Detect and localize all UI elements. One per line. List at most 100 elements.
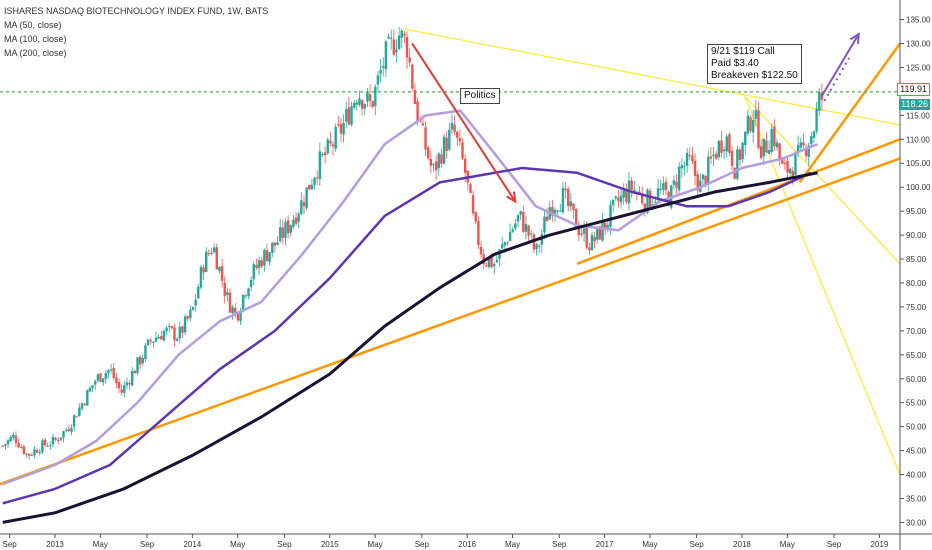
x-tick-label: Sep — [552, 540, 567, 549]
candle-body — [453, 124, 456, 133]
candle-body — [551, 206, 554, 216]
candle-body — [440, 154, 443, 164]
legend-ma200: MA (200, close) — [4, 48, 67, 58]
y-tick-label: 35.00 — [906, 494, 927, 503]
y-tick-label: 80.00 — [906, 279, 927, 288]
candle-body — [648, 190, 652, 208]
candle-body — [131, 371, 134, 386]
candle-body — [94, 381, 97, 385]
candle-body — [458, 138, 462, 142]
arrows — [411, 31, 860, 204]
candle-body — [519, 211, 522, 215]
candle-body — [411, 64, 414, 89]
x-tick-label: 2015 — [321, 540, 339, 549]
candle-body — [479, 246, 483, 255]
y-tick-label: 90.00 — [906, 231, 927, 240]
candle-body — [744, 131, 747, 146]
candle-body — [33, 449, 36, 456]
candle-body — [609, 204, 612, 227]
candle-body — [17, 443, 20, 448]
candle-body — [522, 212, 525, 232]
candle-body — [397, 35, 401, 50]
candle-body — [781, 159, 784, 164]
candle-body — [493, 264, 496, 267]
candle-body — [590, 234, 594, 251]
candle-body — [524, 223, 528, 232]
candle-body — [688, 155, 691, 157]
candle-body — [604, 222, 607, 229]
price-tag-last: 118.26 — [899, 98, 930, 110]
candle-body — [773, 126, 776, 147]
candle-body — [123, 385, 126, 393]
candle-body — [675, 181, 678, 188]
candle-body — [91, 385, 94, 389]
x-tick-label: 2016 — [458, 540, 476, 549]
candle-body — [284, 221, 287, 239]
candle-body — [778, 143, 781, 160]
x-tick-label: Sep — [415, 540, 430, 549]
candle-body — [326, 139, 329, 154]
candle-body — [57, 439, 60, 441]
candle-body — [802, 142, 805, 146]
candle-body — [593, 236, 596, 242]
candle-body — [239, 311, 242, 322]
candle-body — [1, 445, 4, 447]
candle-body — [141, 358, 144, 364]
candle-body — [487, 258, 491, 268]
candle-body — [218, 267, 221, 272]
candle-body — [337, 124, 340, 126]
candle-body — [345, 109, 348, 122]
candle-body — [664, 181, 668, 191]
candle-body — [387, 36, 390, 39]
candle-body — [704, 175, 707, 185]
candle-body — [20, 447, 23, 449]
candle-body — [12, 434, 15, 438]
candle-body — [696, 174, 699, 191]
candle-body — [463, 158, 467, 173]
candle-body — [41, 440, 44, 453]
candle-body — [506, 242, 509, 244]
candle-body — [226, 292, 229, 295]
candle-body — [815, 108, 818, 132]
candle-body — [88, 387, 92, 392]
call-line-2: Paid $3.40 — [711, 58, 759, 69]
candle-body — [812, 131, 816, 138]
candle-body — [543, 216, 546, 233]
candle-body — [429, 158, 433, 166]
candle-body — [292, 219, 295, 227]
x-tick-label: 2019 — [870, 540, 888, 549]
projection-arrow-head — [849, 31, 860, 44]
candle-body — [384, 41, 388, 70]
candle-body — [810, 136, 813, 145]
y-tick-label: 30.00 — [906, 518, 927, 527]
candle-body — [300, 200, 303, 215]
candle-body — [376, 75, 380, 85]
candle-body — [78, 407, 81, 416]
x-tick-label: May — [230, 540, 245, 549]
candle-body — [54, 437, 57, 440]
y-tick-label: 40.00 — [906, 471, 927, 480]
candle-body — [205, 251, 208, 272]
candle-body — [43, 439, 47, 446]
ma200-line — [2, 171, 818, 524]
x-tick-label: May — [780, 540, 795, 549]
candle-body — [788, 168, 792, 174]
candle-body — [754, 110, 758, 119]
candle-body — [611, 199, 615, 205]
ma50-line — [2, 109, 819, 486]
candle-body — [86, 390, 89, 406]
candle-body — [101, 378, 105, 383]
candle-body — [242, 295, 245, 310]
candle-body — [500, 244, 504, 249]
candle-body — [413, 89, 417, 104]
candle-body — [371, 101, 374, 108]
y-tick-label: 85.00 — [906, 255, 927, 264]
candle-body — [83, 403, 86, 405]
candle-body — [395, 49, 398, 53]
candle-body — [315, 177, 319, 179]
candle-body — [709, 156, 713, 159]
candle-body — [223, 282, 226, 296]
candle-body — [783, 162, 787, 164]
candle-body — [149, 340, 152, 342]
y-tick-label: 110.00 — [906, 135, 930, 144]
